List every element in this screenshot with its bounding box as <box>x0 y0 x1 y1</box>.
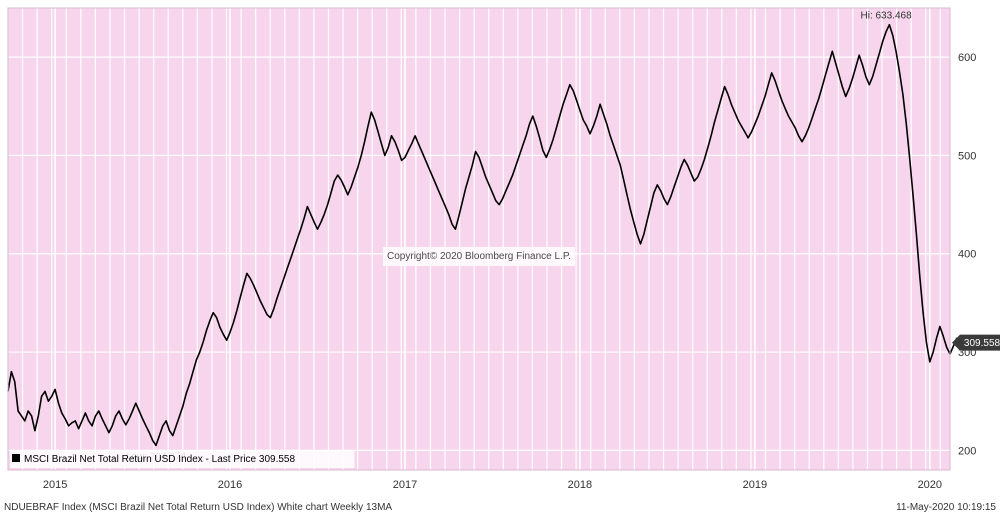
svg-text:200: 200 <box>958 445 976 457</box>
svg-text:2017: 2017 <box>393 479 417 491</box>
svg-text:2015: 2015 <box>43 479 67 491</box>
svg-text:MSCI Brazil Net Total Return U: MSCI Brazil Net Total Return USD Index -… <box>24 454 295 465</box>
svg-text:500: 500 <box>958 150 976 162</box>
footer-left-text: NDUEBRAF Index (MSCI Brazil Net Total Re… <box>4 502 392 513</box>
svg-text:400: 400 <box>958 249 976 261</box>
bloomberg-line-chart: 200300400500600201520162017201820192020H… <box>0 0 1000 515</box>
svg-text:2016: 2016 <box>218 479 242 491</box>
svg-text:2020: 2020 <box>918 479 942 491</box>
svg-text:Hi: 633.468: Hi: 633.468 <box>861 10 913 21</box>
svg-text:309.558: 309.558 <box>964 338 1000 349</box>
footer-right-timestamp: 11-May-2020 10:19:15 <box>896 502 996 513</box>
svg-text:Copyright© 2020 Bloomberg Fina: Copyright© 2020 Bloomberg Finance L.P. <box>387 251 571 262</box>
svg-text:600: 600 <box>958 52 976 64</box>
svg-text:2019: 2019 <box>743 479 767 491</box>
chart-svg: 200300400500600201520162017201820192020H… <box>0 0 1000 515</box>
svg-text:2018: 2018 <box>568 479 592 491</box>
